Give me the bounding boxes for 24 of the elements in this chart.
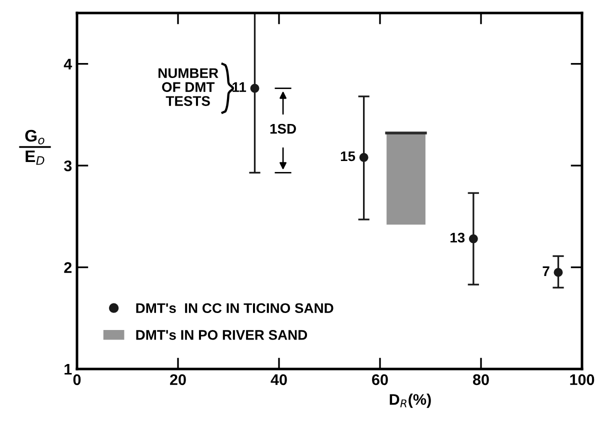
- annotation: 11: [232, 82, 246, 92]
- y-tick-label: 2: [64, 262, 72, 273]
- annotation: NUMBER OF DMT TESTS: [158, 68, 218, 106]
- y-axis-title: G$_{o}$ E$_{D}$: [25, 130, 44, 165]
- x-tick-label: 80: [472, 374, 489, 386]
- point: [468, 234, 478, 244]
- x-tick-label: 100: [570, 374, 594, 386]
- annotation: 13: [450, 232, 465, 243]
- annotation: 1SD: [270, 124, 296, 134]
- point: [359, 152, 368, 162]
- y-tick-label: 4: [64, 58, 72, 70]
- legend-label: DMT's IN PO RIVER SAND: [136, 330, 308, 340]
- point: [554, 268, 563, 277]
- x-tick-label: 60: [372, 374, 388, 386]
- x-tick-label: 0: [73, 374, 81, 386]
- legend-label: DMT's IN CC IN TICINO SAND: [136, 303, 334, 314]
- x-tick-label: 20: [170, 374, 186, 386]
- x-axis-title: D$_{R}$(%): [390, 394, 431, 408]
- y-tick-label: 3: [64, 160, 72, 172]
- annotation: 15: [340, 151, 356, 162]
- annotation: 7: [542, 266, 550, 276]
- y-tick-label: 1: [64, 364, 72, 375]
- x-tick-label: 40: [270, 374, 287, 386]
- point: [250, 84, 260, 93]
